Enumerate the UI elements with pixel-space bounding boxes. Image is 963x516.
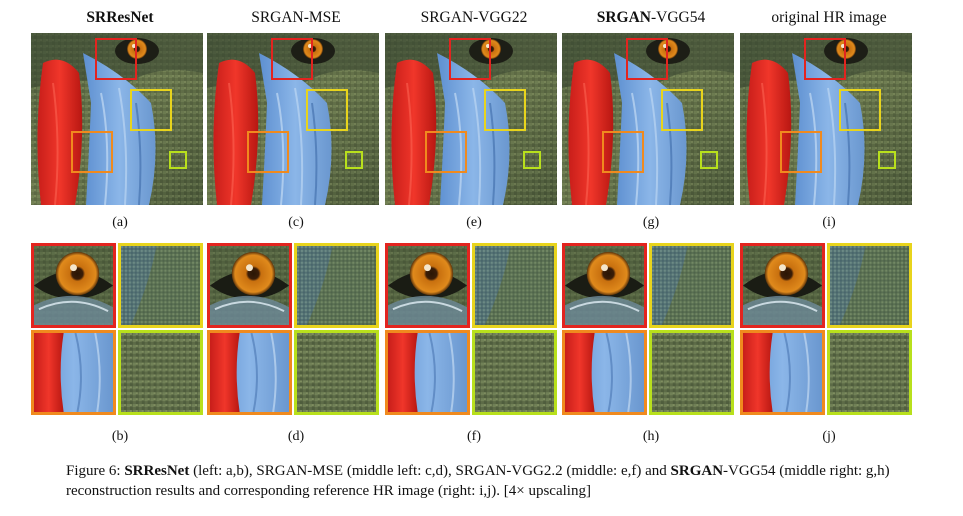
caption-srgan: SRGAN [670,463,724,479]
eye-crop-f [385,243,470,328]
fur-crop-h [649,243,734,328]
fur-crop-j [827,243,912,328]
eye-crop-h [562,243,647,328]
nose-region-box [247,131,289,173]
nose-region-box [780,131,822,173]
fur-region-box [484,89,526,131]
subfigure-label-j: (j) [822,429,836,444]
nose-region-box [71,131,113,173]
fur-region-box [839,89,881,131]
subfigure-label-b: (b) [111,429,129,444]
subfigure-label-e: (e) [466,215,482,230]
caption-prefix: Figure 6: [66,463,125,479]
eye-crop-b [31,243,116,328]
column-title-srgan-vgg22: SRGAN-VGG22 [420,9,528,26]
baboon-image-a [31,33,203,205]
fur-crop-f [472,243,557,328]
texture-crop-b [118,330,203,415]
eye-region-box [95,38,137,80]
eye-crop-j [740,243,825,328]
fur-region-box [661,89,703,131]
subfigure-label-f: (f) [467,429,481,444]
baboon-image-e [385,33,557,205]
baboon-image-c [207,33,379,205]
texture-crop-j [827,330,912,415]
subfigure-label-d: (d) [287,429,305,444]
subfigure-label-h: (h) [642,429,660,444]
subfigure-label-a: (a) [112,215,128,230]
nose-crop-h [562,330,647,415]
column-title-srgan-vgg54: SRGAN-VGG54 [596,9,706,26]
baboon-image-g [562,33,734,205]
eye-region-box [804,38,846,80]
subfigure-label-i: (i) [822,215,836,230]
texture-region-box [345,151,363,169]
texture-region-box [523,151,541,169]
column-title-srresnet: SRResNet [86,9,154,26]
texture-region-box [169,151,187,169]
figure-caption: Figure 6: SRResNet (left: a,b), SRGAN-MS… [66,461,946,501]
caption-text-2: -VGG54 (middle right: g,h) reconstructio… [66,463,890,499]
subfigure-label-c: (c) [288,215,304,230]
eye-crop-d [207,243,292,328]
caption-text-1: (left: a,b), SRGAN-MSE (middle left: c,d… [189,463,671,479]
fur-crop-b [118,243,203,328]
nose-crop-j [740,330,825,415]
column-title-original-hr: original HR image [771,9,887,26]
column-title-srgan-mse: SRGAN-MSE [251,9,341,26]
texture-crop-f [472,330,557,415]
subfigure-label-g: (g) [642,215,660,230]
texture-crop-h [649,330,734,415]
fur-crop-d [294,243,379,328]
nose-crop-f [385,330,470,415]
texture-region-box [700,151,718,169]
nose-region-box [602,131,644,173]
nose-region-box [425,131,467,173]
nose-crop-d [207,330,292,415]
fur-region-box [306,89,348,131]
caption-srresnet: SRResNet [124,463,190,479]
eye-region-box [271,38,313,80]
fur-region-box [130,89,172,131]
texture-region-box [878,151,896,169]
eye-region-box [626,38,668,80]
baboon-image-i [740,33,912,205]
texture-crop-d [294,330,379,415]
nose-crop-b [31,330,116,415]
eye-region-box [449,38,491,80]
